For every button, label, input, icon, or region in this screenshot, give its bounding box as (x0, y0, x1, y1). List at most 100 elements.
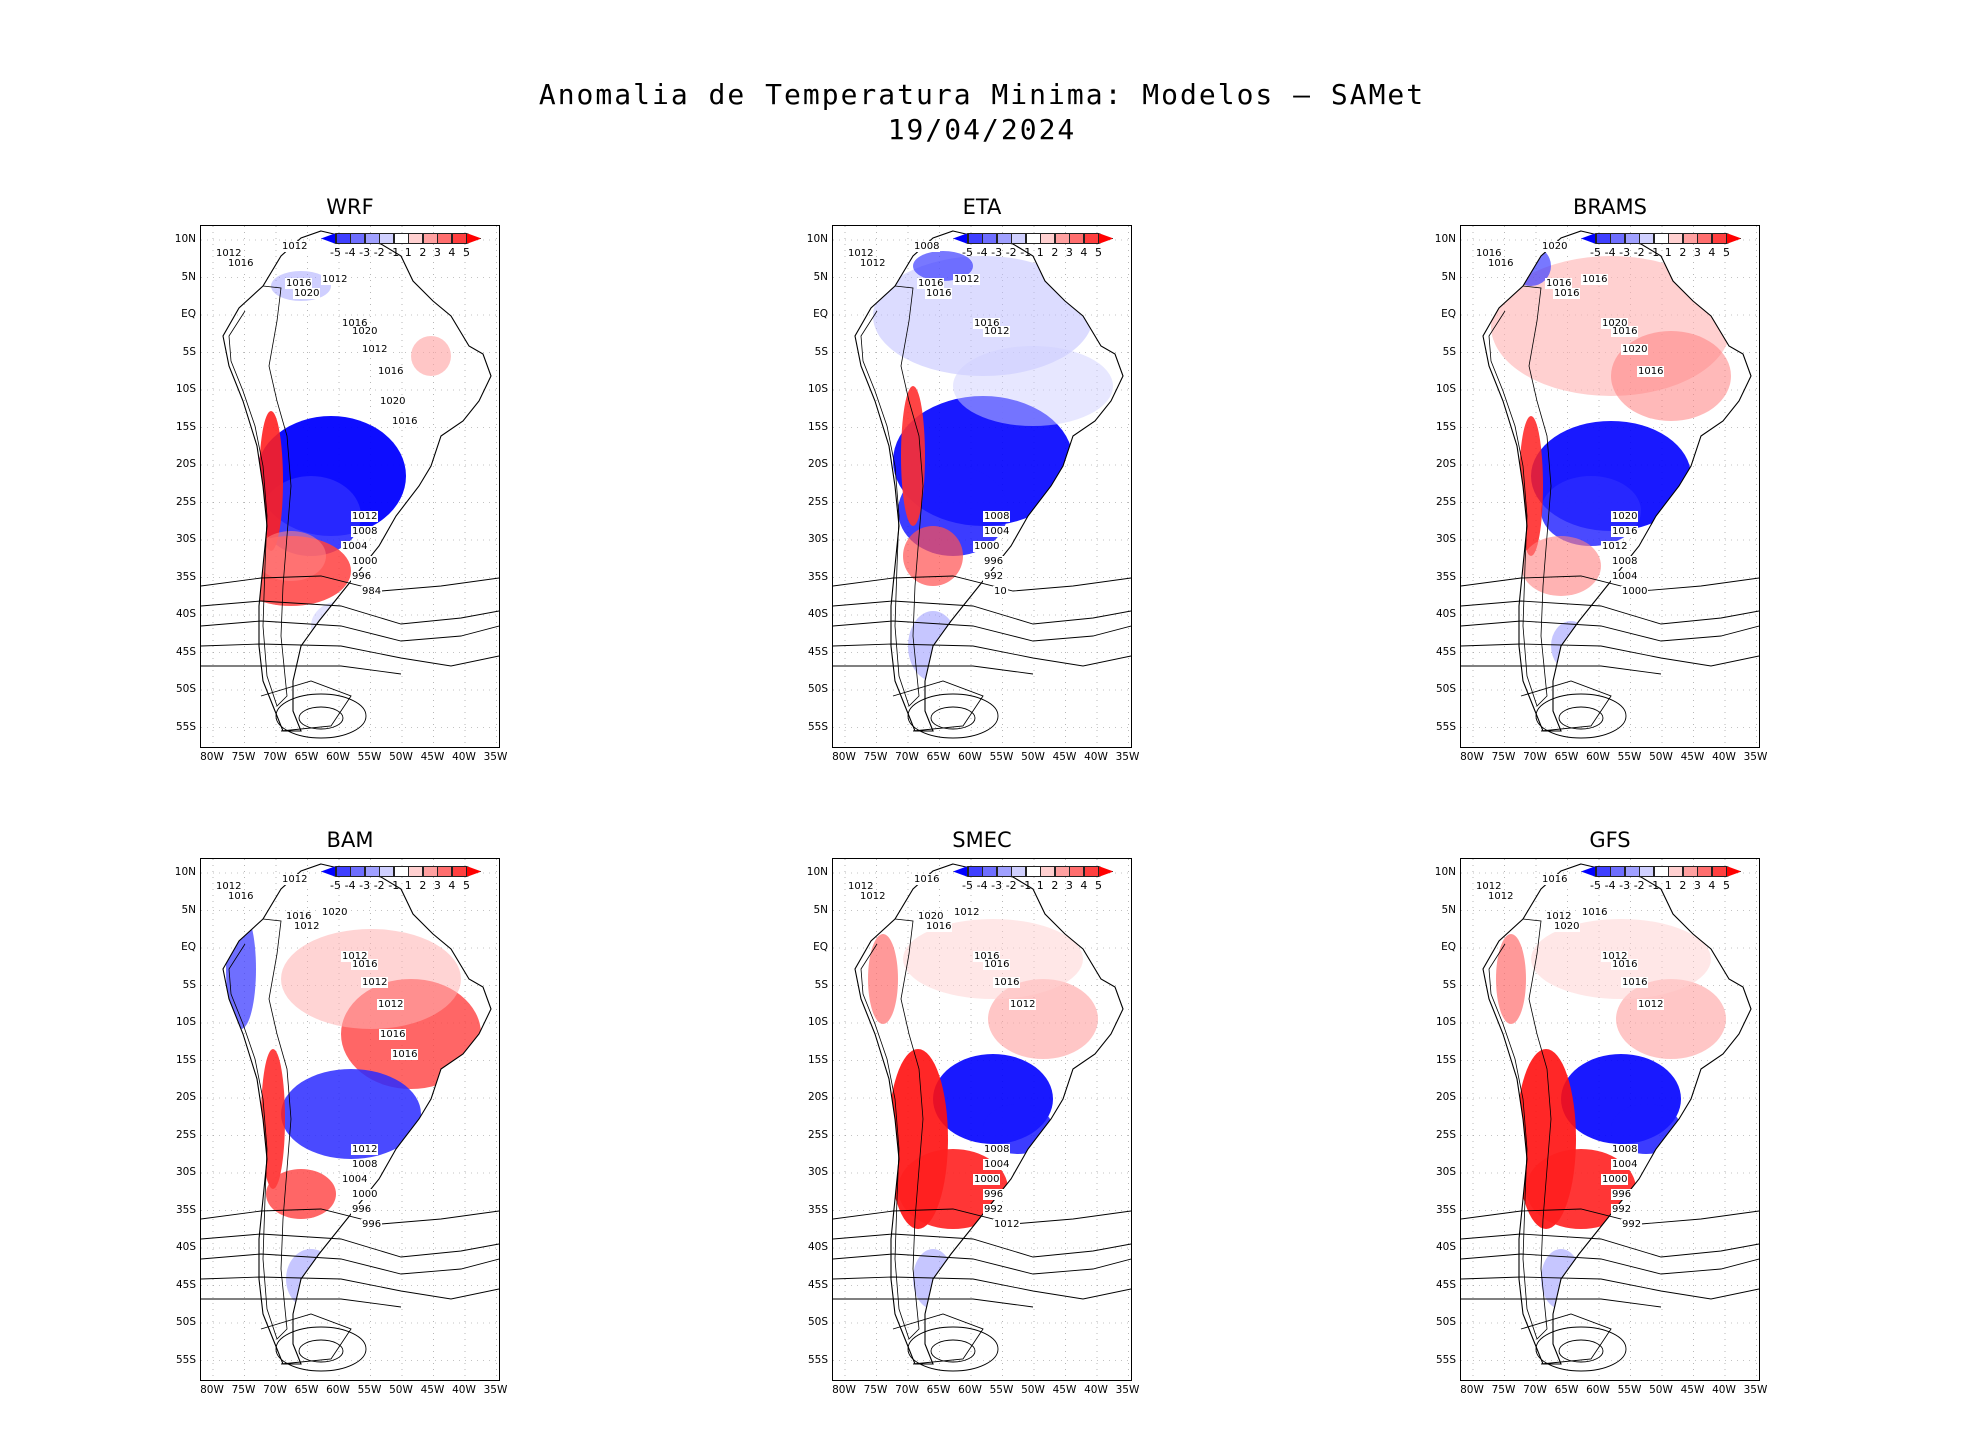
isobar-label: 1012 (847, 881, 875, 892)
isobar-label: 1012 (1475, 881, 1503, 892)
lat-tick-label: 40S (1435, 1241, 1456, 1253)
lat-tick-label: 5S (1442, 345, 1456, 358)
lon-tick-label: 35W (483, 751, 508, 763)
isobar-label: 1012 (341, 951, 369, 962)
isobar-label: 1016 (1553, 288, 1581, 299)
isobar-label: 1012 (281, 241, 309, 252)
cold-anomaly (281, 1069, 421, 1159)
colorbar-label: -1 (1648, 246, 1660, 259)
isobar-label: 984 (361, 586, 383, 597)
colorbar-segment (1098, 233, 1114, 244)
lat-tick-label: 30S (807, 533, 828, 545)
colorbar-label: -4 (1604, 879, 1616, 892)
colorbar-segment (996, 866, 1012, 877)
colorbar-segment (1025, 866, 1041, 877)
isobar-label: 996 (351, 1204, 373, 1215)
isobar-line (1461, 575, 1759, 592)
lat-tick-label: 20S (807, 1091, 828, 1103)
lat-tick-label: 50S (175, 683, 196, 695)
lat-tick-label: 5N (1441, 270, 1456, 283)
isobar-label: 1012 (1601, 541, 1629, 552)
figure-date: 19/04/2024 (887, 113, 1077, 146)
isobar-label: 996 (983, 556, 1005, 567)
isobar-line (1520, 1313, 1612, 1365)
colorbar-segment (422, 233, 438, 244)
colorbar-segment (1040, 233, 1056, 244)
lat-tick-label: 50S (175, 1316, 196, 1328)
colorbar-label: 4 (448, 246, 456, 259)
lat-tick-label: 40S (807, 608, 828, 620)
lon-tick-label: 50W (1021, 1384, 1045, 1396)
colorbar-segment (967, 866, 983, 877)
isobar-line (201, 1208, 499, 1225)
panel-title: ETA (962, 195, 1002, 219)
isobar-line (201, 600, 499, 625)
warm-anomaly (1496, 934, 1526, 1024)
lon-tick-label: 60W (1586, 1384, 1610, 1396)
isobar-line (260, 680, 352, 732)
isobar-label: 1000 (351, 1189, 379, 1200)
isobar-label: 1016 (925, 288, 953, 299)
isobar-line (1461, 620, 1759, 642)
isobar-line (201, 665, 402, 675)
isobar-label: 996 (351, 571, 373, 582)
lon-tick-label: 70W (263, 751, 287, 763)
colorbar-segment (1025, 233, 1041, 244)
cold-anomaly (953, 346, 1113, 426)
panel-title: GFS (1589, 828, 1631, 852)
lat-tick-label: 10N (806, 866, 828, 878)
isobar-label: 1012 (293, 921, 321, 932)
isobar-label: 1012 (281, 874, 309, 885)
colorbar-label: 1 (1036, 246, 1044, 259)
isobar-label: 996 (983, 1189, 1005, 1200)
colorbar-segment (1581, 866, 1597, 877)
isobar-line (892, 1313, 984, 1365)
colorbar-label: 4 (1708, 879, 1716, 892)
isobar-label: 1016 (1545, 278, 1573, 289)
lon-tick-label: 35W (483, 1384, 508, 1396)
lat-tick-label: 55S (807, 1353, 828, 1366)
colorbar-label: 3 (1065, 246, 1073, 259)
isobar-label: 1012 (215, 248, 243, 259)
lon-tick-label: 65W (294, 1384, 319, 1396)
lat-tick-label: 5N (813, 903, 828, 916)
lon-tick-label: 65W (1554, 751, 1579, 763)
colorbar-segment (953, 233, 969, 244)
lat-tick-label: 10S (807, 1016, 828, 1028)
map-canvas (1461, 226, 1759, 747)
isobar-line (833, 620, 1131, 642)
colorbar: -5 -4 -3 -2 -1 1 2 3 4 5 (321, 233, 491, 273)
colorbar-label: 5 (462, 879, 470, 892)
lat-tick-label: 20S (1435, 458, 1456, 470)
colorbar-label: -3 (991, 246, 1003, 259)
lat-tick-label: 5N (181, 903, 196, 916)
lat-tick-label: EQ (181, 941, 196, 953)
lon-tick-label: 45W (420, 751, 445, 763)
colorbar-label: 1 (1036, 879, 1044, 892)
colorbar-segment (364, 866, 380, 877)
colorbar-segment (321, 233, 337, 244)
colorbar-label: 5 (462, 246, 470, 259)
lat-tick-label: 10N (174, 233, 196, 245)
isobar-label: 1008 (1611, 556, 1639, 567)
isobar-label: 1004 (341, 541, 369, 552)
colorbar: -5 -4 -3 -2 -1 1 2 3 4 5 (953, 866, 1123, 906)
lat-tick-label: 45S (175, 645, 196, 658)
lat-tick-label: 10N (174, 866, 196, 878)
lon-tick-label: 35W (1115, 1384, 1140, 1396)
lon-tick-label: 75W (231, 1384, 256, 1396)
map-canvas (833, 226, 1131, 747)
lat-tick-label: 10S (1435, 1016, 1456, 1028)
lon-tick-label: 50W (389, 751, 413, 763)
coastline (222, 863, 492, 1365)
colorbar-segment (1040, 866, 1056, 877)
lon-tick-label: 75W (1491, 1384, 1516, 1396)
colorbar-label: -5 (962, 879, 974, 892)
isobar-line (833, 1233, 1131, 1258)
colorbar-segment (466, 866, 482, 877)
isobar-label: 1016 (983, 959, 1011, 970)
lat-tick-label: 35S (807, 1203, 828, 1216)
colorbar-label: 5 (1094, 879, 1102, 892)
colorbar-segment (1610, 866, 1626, 877)
colorbar-segment (1069, 866, 1085, 877)
